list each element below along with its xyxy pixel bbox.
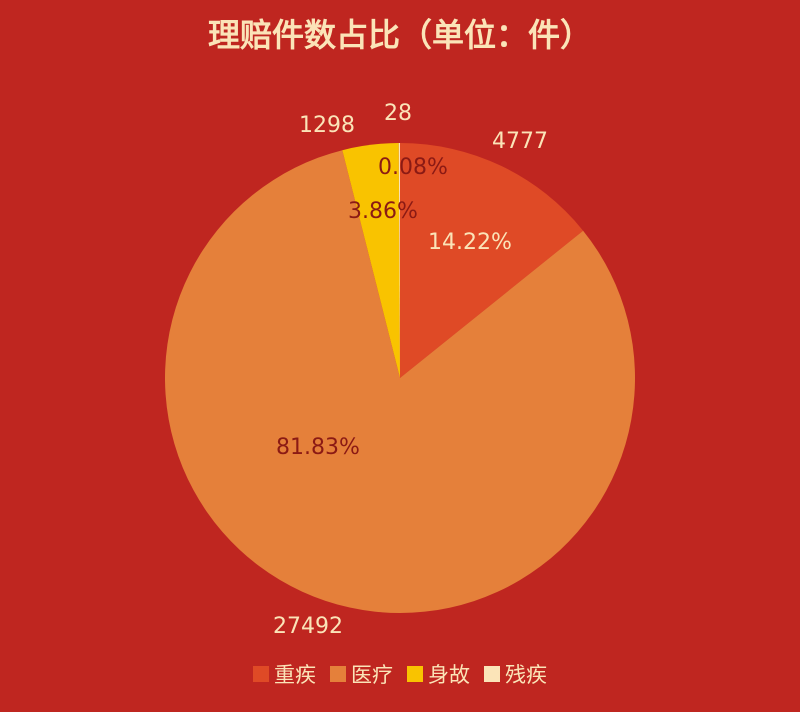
value-label-shengu: 1298	[299, 113, 355, 138]
legend-item-shengu[interactable]: 身故	[407, 659, 470, 689]
legend-label-yiliao: 医疗	[351, 663, 393, 687]
legend-label-canji: 残疾	[505, 663, 547, 687]
legend-swatch-zhongji	[253, 666, 269, 682]
legend-item-yiliao[interactable]: 医疗	[330, 659, 393, 689]
legend-item-canji[interactable]: 残疾	[484, 659, 547, 689]
percent-label-zhongji: 14.22%	[428, 230, 512, 255]
percent-label-shengu: 3.86%	[348, 199, 418, 224]
legend-swatch-canji	[484, 666, 500, 682]
chart-title: 理赔件数占比（单位：件）	[207, 16, 592, 54]
pie-slice-yiliao[interactable]	[164, 150, 635, 613]
value-label-zhongji: 4777	[492, 129, 548, 154]
legend-label-zhongji: 重疾	[274, 663, 316, 687]
percent-label-canji: 0.08%	[378, 155, 448, 180]
value-label-canji: 28	[384, 101, 412, 126]
pie-slice-canji[interactable]	[398, 143, 400, 378]
legend: 重疾 医疗 身故 残疾	[0, 658, 800, 690]
legend-swatch-shengu	[407, 666, 423, 682]
pie-slice-zhongji[interactable]	[400, 143, 584, 378]
pie-slice-shengu[interactable]	[342, 143, 400, 378]
percent-label-yiliao: 81.83%	[276, 435, 360, 460]
legend-item-zhongji[interactable]: 重疾	[253, 659, 316, 689]
value-label-yiliao: 27492	[273, 614, 343, 639]
legend-label-shengu: 身故	[428, 663, 470, 687]
legend-swatch-yiliao	[330, 666, 346, 682]
